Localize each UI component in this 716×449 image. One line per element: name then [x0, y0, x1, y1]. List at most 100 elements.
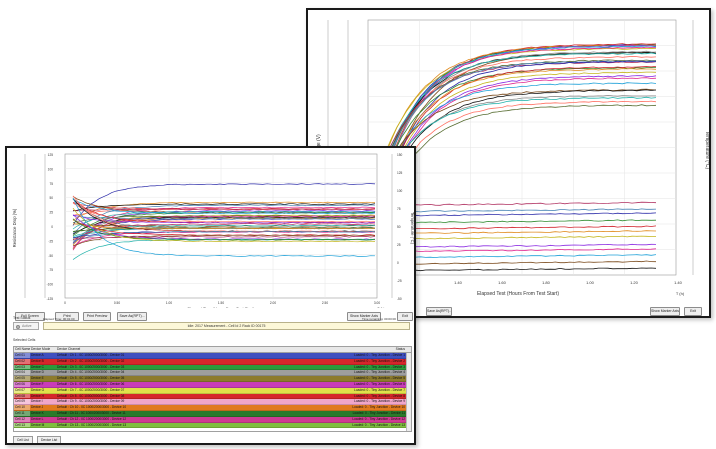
back-right-axis-label: Temperature (°C): [704, 131, 710, 170]
front-x-tick-label: 3.00: [374, 301, 380, 305]
cell-status: Loaded: 0 - Tiny Junction - Device 10: [352, 405, 405, 410]
front-series-line: [72, 215, 376, 249]
back-save-rpt-button[interactable]: Save As(RPT)...: [426, 307, 452, 316]
cell-status: Loaded: 0 - Tiny Junction - Device 8: [354, 393, 405, 398]
cell-cell-name: Cell 13: [14, 422, 30, 428]
cell-cell-name: Cell 01: [14, 353, 30, 358]
table-scrollbar[interactable]: [406, 353, 411, 431]
table-row[interactable]: Cell 07 Device G Default : Ch 7 - 0C 1000/…: [14, 387, 411, 394]
exit-button[interactable]: Exit: [397, 312, 413, 321]
back-series-line: [367, 61, 657, 208]
back-series-line: [367, 52, 657, 216]
show-marker-axis-button[interactable]: Show Marker Axis: [347, 312, 381, 321]
active-indicator: Active: [13, 322, 39, 330]
elapsed-time-text: Elapsed Time: 00:01:00: [43, 317, 75, 321]
cell-device-mode: Device B: [31, 358, 44, 363]
back-series-line: [367, 43, 657, 248]
back-x-axis-label: Elapsed Test (Hours From Test Start): [477, 291, 559, 297]
front-series-line: [72, 198, 376, 214]
table-row[interactable]: Cell 01 Device A Default : Ch 1 - 0C 1000/…: [14, 353, 411, 359]
print-preview-button[interactable]: Print Preview: [83, 312, 111, 321]
cell-device-mode: Device I: [31, 399, 43, 404]
col-device-mode[interactable]: Device Mode: [31, 347, 51, 351]
cell-device-channel: Default : Ch 4 - 0C 1000/2000/3000 - Dev…: [57, 370, 125, 375]
front-series-line: [72, 196, 376, 213]
cell-device-mode: Device A: [31, 353, 44, 357]
front-series-line: [72, 197, 376, 257]
front-right-tick-label: -50: [397, 297, 402, 301]
table-row[interactable]: Cell 12 Device L Default : Ch 12 - 0C 1000…: [14, 416, 411, 423]
back-series-line: [367, 47, 657, 209]
front-y-tick-label: 0: [51, 225, 53, 229]
back-series-line: [367, 267, 657, 272]
back-series-line: [367, 96, 657, 224]
selected-cells-label: Selected Cells: [13, 338, 36, 342]
front-series-line: [72, 195, 376, 233]
table-row[interactable]: Cell 08 Device H Default : Ch 8 - 0C 1000/…: [14, 393, 411, 400]
cell-device-channel: Default : Ch 2 - 0C 1000/2000/3000 - Dev…: [57, 358, 125, 363]
front-series-line: [72, 207, 376, 243]
cell-device-channel: Default : Ch 10 - 0C 1000/2000/3000 - De…: [57, 405, 127, 410]
back-series-line: [367, 50, 657, 242]
cell-device-mode: Device K: [31, 410, 44, 415]
front-y-tick-label: -100: [47, 283, 54, 287]
table-row[interactable]: Cell 04 Device D Default : Ch 4 - 0C 1000/…: [14, 370, 411, 377]
table-row[interactable]: Cell 13 Device M Default : Ch 13 - 0C 1000…: [14, 422, 411, 429]
front-y-tick-label: 100: [48, 167, 54, 171]
front-y-tick-label: 25: [49, 211, 53, 215]
cell-device-mode: Device H: [31, 393, 44, 398]
back-series-line: [367, 100, 657, 250]
cell-status: Loaded: 0 - Tiny Junction - Device 13: [352, 422, 405, 427]
back-x-tick-label: 1.60: [498, 280, 507, 285]
back-x-tick-label: 1.40: [674, 280, 683, 285]
back-series-line: [367, 60, 657, 259]
col-status[interactable]: Status: [395, 347, 405, 351]
back-series-line: [367, 243, 657, 249]
cell-cell-name: Cell 06: [14, 381, 30, 387]
save-rpt-button[interactable]: Save As(RPT)...: [117, 312, 147, 321]
cell-cell-name: Cell 09: [14, 399, 30, 405]
print-button[interactable]: Print: [55, 312, 79, 321]
back-series-line: [367, 104, 657, 262]
front-series-line: [72, 214, 376, 224]
front-series-line: [72, 183, 376, 226]
cell-device-channel: Default : Ch 9 - 0C 1000/2000/3000 - Dev…: [57, 399, 125, 404]
back-exit-button[interactable]: Exit: [684, 307, 702, 316]
table-row[interactable]: Cell 05 Device E Default : Ch 5 - 0C 1000/…: [14, 376, 411, 382]
back-show-marker-button[interactable]: Show Marker Axis: [650, 307, 680, 316]
cell-device-channel: Default : Ch 3 - 0C 1000/2000/3000 - Dev…: [57, 364, 125, 369]
table-row[interactable]: Cell 09 Device I Default : Ch 9 - 0C 1000/…: [14, 399, 411, 406]
table-row[interactable]: Cell 06 Device F Default : Ch 6 - 0C 1000/…: [14, 381, 411, 388]
back-x-tick-label: 1.40: [454, 280, 463, 285]
table-row[interactable]: Cell 11 Device K Default : Ch 11 - 0C 1000…: [14, 410, 411, 417]
front-right-tick-label: 50: [397, 225, 401, 229]
cell-device-channel: Default : Ch 1 - 0C 1000/2000/3000 - Dev…: [57, 353, 125, 357]
table-row[interactable]: Cell 03 Device C Default : Ch 3 - 0C 1000/…: [14, 364, 411, 371]
front-y-tick-label: -75: [48, 268, 53, 272]
back-series-line: [367, 208, 657, 213]
back-series-line: [367, 201, 657, 207]
table-body: Cell 01 Device A Default : Ch 1 - 0C 1000/…: [14, 353, 411, 429]
tab-cell-list[interactable]: Cell List: [13, 436, 33, 443]
front-y-tick-label: -50: [48, 254, 53, 258]
front-y-tick-label: 50: [49, 196, 53, 200]
back-series-line: [367, 77, 657, 262]
front-right-tick-label: -25: [397, 279, 402, 283]
cell-cell-name: Cell 03: [14, 364, 30, 370]
col-device-channel[interactable]: Device Channel: [57, 347, 81, 351]
front-chart: 125 100 75 50 25 0 -25 -50 -75 -100 -125 150 125 100 7…: [12, 153, 415, 308]
full-screen-button[interactable]: Full Screen: [15, 312, 45, 321]
back-series-line: [367, 219, 657, 224]
table-row[interactable]: Cell 10 Device J Default : Ch 10 - 0C 1000…: [14, 405, 411, 411]
cell-device-mode: Device F: [31, 381, 44, 386]
back-x-tick-label: 1.20: [630, 280, 639, 285]
tab-device-list[interactable]: Device List: [37, 436, 62, 443]
front-right-axis-label: Temperature (°C): [410, 212, 415, 245]
front-x-tick-label: 2.50: [322, 301, 328, 305]
cell-device-channel: Default : Ch 5 - 0C 1000/2000/3000 - Dev…: [57, 376, 125, 381]
col-cell-name[interactable]: Cell Name: [15, 347, 30, 351]
cell-device-mode: Device M: [31, 422, 45, 427]
cell-cell-name: Cell 07: [14, 387, 30, 393]
table-row[interactable]: Cell 02 Device B Default : Ch 2 - 0C 1000/…: [14, 358, 411, 365]
back-chart: Ty Voltage (V)Temperature (°C)1.401.601.…: [316, 19, 710, 297]
